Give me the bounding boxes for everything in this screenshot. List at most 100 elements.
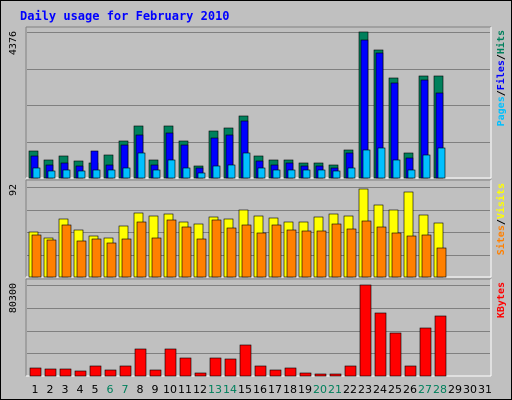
bar-visits-sites-day-1: [31, 234, 42, 278]
bar-visits-sites-day-2: [46, 239, 57, 278]
bar-kbytes-kbytes-day-7: [119, 365, 132, 377]
x-tick-label-day-18: 18: [283, 383, 297, 396]
bar-kbytes-kbytes-day-22: [344, 365, 357, 377]
bar-visits-sites-day-20: [316, 230, 327, 278]
bar-kbytes-kbytes-day-25: [389, 332, 402, 377]
bar-kbytes-kbytes-day-14: [224, 358, 237, 377]
bar-hits-pages-day-8: [137, 152, 146, 179]
bar-hits-pages-day-4: [77, 170, 86, 179]
bar-hits-pages-day-24: [377, 147, 386, 179]
x-tick-label-day-17: 17: [268, 383, 282, 396]
bar-kbytes-kbytes-day-18: [284, 367, 297, 377]
bar-visits-sites-day-12: [196, 238, 207, 278]
bar-hits-pages-day-12: [197, 172, 206, 179]
x-tick-label-day-23: 23: [358, 383, 372, 396]
bar-hits-pages-day-22: [347, 167, 356, 179]
bar-hits-pages-day-13: [212, 165, 221, 179]
bar-hits-pages-day-11: [182, 167, 191, 179]
bar-hits-pages-day-5: [92, 169, 101, 179]
x-tick-label-day-6: 6: [107, 383, 114, 396]
chart-title: Daily usage for February 2010: [20, 9, 230, 23]
bar-visits-sites-day-7: [121, 238, 132, 278]
x-tick-label-day-1: 1: [32, 383, 39, 396]
x-tick-label-day-29: 29: [448, 383, 462, 396]
bar-kbytes-kbytes-day-9: [149, 369, 162, 377]
bar-visits-sites-day-25: [391, 232, 402, 278]
bar-visits-sites-day-10: [166, 219, 177, 278]
bar-hits-pages-day-19: [302, 169, 311, 179]
x-tick-label-day-14: 14: [223, 383, 237, 396]
x-tick-label-day-2: 2: [47, 383, 54, 396]
bar-hits-pages-day-26: [407, 169, 416, 179]
bar-kbytes-kbytes-day-10: [164, 348, 177, 377]
x-tick-label-day-28: 28: [433, 383, 447, 396]
panel-hits-legend: Pages/Files/Hits: [495, 30, 507, 126]
bar-hits-pages-day-3: [62, 169, 71, 179]
legend-entry-pages: Pages: [496, 96, 507, 126]
bar-visits-sites-day-13: [211, 219, 222, 278]
bar-kbytes-kbytes-day-11: [179, 357, 192, 377]
bar-hits-pages-day-21: [332, 170, 341, 179]
legend-entry-separator: /: [496, 219, 507, 225]
x-tick-label-day-9: 9: [152, 383, 159, 396]
bar-hits-pages-day-9: [152, 169, 161, 179]
bar-visits-sites-day-19: [301, 230, 312, 278]
x-tick-label-day-8: 8: [137, 383, 144, 396]
bar-visits-sites-day-22: [346, 228, 357, 278]
bar-visits-sites-day-11: [181, 226, 192, 278]
panel-visits-scale-label: 92: [8, 184, 19, 196]
bar-hits-pages-day-17: [272, 169, 281, 179]
bar-visits-sites-day-4: [76, 240, 87, 278]
bar-visits-sites-day-14: [226, 227, 237, 278]
bar-kbytes-kbytes-day-2: [44, 368, 57, 377]
bar-visits-sites-day-27: [421, 234, 432, 278]
bar-visits-sites-day-28: [436, 247, 447, 278]
bar-visits-sites-day-9: [151, 237, 162, 278]
bar-visits-sites-day-5: [91, 238, 102, 278]
x-tick-label-day-12: 12: [193, 383, 207, 396]
bar-hits-pages-day-6: [107, 169, 116, 179]
bar-hits-pages-day-1: [32, 167, 41, 179]
bar-hits-pages-day-23: [362, 149, 371, 179]
bar-kbytes-kbytes-day-6: [104, 369, 117, 377]
bar-kbytes-kbytes-day-23: [359, 284, 372, 377]
x-tick-label-day-4: 4: [77, 383, 84, 396]
bar-kbytes-kbytes-day-12: [194, 372, 207, 377]
bar-visits-sites-day-3: [61, 224, 72, 278]
bar-kbytes-kbytes-day-15: [239, 344, 252, 377]
bar-kbytes-kbytes-day-4: [74, 370, 87, 377]
legend-entry-separator: /: [496, 54, 507, 60]
panel-hits-scale-label: 4376: [8, 31, 19, 55]
bar-hits-pages-day-27: [422, 154, 431, 179]
bar-kbytes-kbytes-day-27: [419, 327, 432, 377]
bar-visits-sites-day-16: [256, 232, 267, 278]
x-tick-label-day-30: 30: [463, 383, 477, 396]
bar-visits-sites-day-17: [271, 224, 282, 278]
bar-visits-sites-day-24: [376, 226, 387, 278]
x-tick-label-day-21: 21: [328, 383, 342, 396]
bar-hits-pages-day-7: [122, 167, 131, 179]
bar-kbytes-kbytes-day-3: [59, 368, 72, 377]
bar-hits-pages-day-20: [317, 169, 326, 179]
bar-hits-pages-day-18: [287, 169, 296, 179]
legend-entry-files: Files: [495, 60, 507, 90]
x-tick-label-day-20: 20: [313, 383, 327, 396]
bar-hits-pages-day-2: [47, 170, 56, 179]
bar-kbytes-kbytes-day-24: [374, 312, 387, 377]
x-tick-label-day-16: 16: [253, 383, 267, 396]
bar-visits-sites-day-26: [406, 235, 417, 278]
x-tick-label-day-15: 15: [238, 383, 252, 396]
bar-kbytes-kbytes-day-1: [29, 367, 42, 377]
x-tick-label-day-19: 19: [298, 383, 312, 396]
bar-visits-sites-day-6: [106, 242, 117, 278]
legend-entry-separator: /: [496, 90, 507, 96]
bar-kbytes-kbytes-day-26: [404, 365, 417, 377]
bar-hits-pages-day-14: [227, 164, 236, 179]
x-tick-label-day-5: 5: [92, 383, 99, 396]
bar-visits-sites-day-15: [241, 224, 252, 278]
x-tick-label-day-11: 11: [178, 383, 192, 396]
bar-hits-pages-day-28: [437, 147, 446, 179]
x-tick-label-day-13: 13: [208, 383, 222, 396]
bar-hits-pages-day-16: [257, 167, 266, 179]
x-tick-label-day-25: 25: [388, 383, 402, 396]
